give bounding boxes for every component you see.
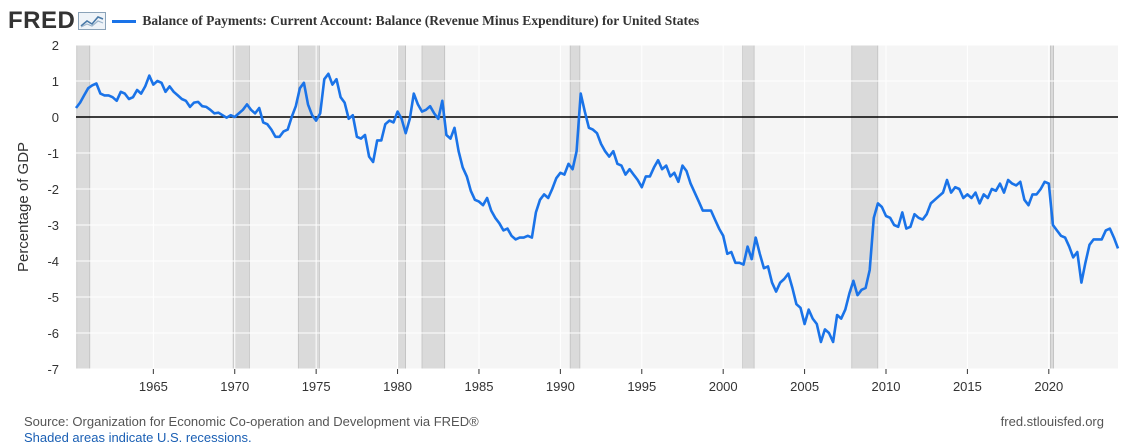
recession-band	[76, 44, 91, 370]
y-tick-label: -6	[47, 326, 59, 341]
y-tick-label: -3	[47, 218, 59, 233]
x-axis-ticks: 1965 1970 1975 1980 1985 1990 1995 2000 2005 2010…	[139, 369, 1063, 394]
y-tick-label: -2	[47, 182, 59, 197]
x-tick-label: 2015	[953, 379, 982, 394]
y-axis-label: Percentage of GDP	[15, 142, 32, 272]
recession-band	[742, 44, 755, 370]
x-tick-label: 1980	[383, 379, 412, 394]
recession-band	[851, 44, 879, 370]
y-axis-ticks: 2 1 0 -1 -2 -3 -4 -5 -6 -7	[47, 38, 59, 377]
x-tick-label: 2000	[709, 379, 738, 394]
y-tick-label: 1	[52, 74, 59, 89]
fred-chart-icon	[78, 12, 107, 30]
recession-band	[421, 44, 446, 370]
x-tick-label: 1965	[139, 379, 168, 394]
y-tick-label: -1	[47, 146, 59, 161]
legend-swatch	[112, 19, 137, 23]
x-tick-label: 1985	[465, 379, 494, 394]
recession-note-link[interactable]: Shaded areas indicate U.S. recessions.	[24, 430, 252, 445]
y-tick-label: -5	[47, 290, 59, 305]
x-tick-label: 1970	[220, 379, 249, 394]
recession-band	[569, 44, 581, 370]
series-line[interactable]	[74, 72, 1120, 344]
y-tick-label: -4	[47, 254, 59, 269]
footer-source: Source: Organization for Economic Co-ope…	[24, 414, 479, 446]
recession-band	[397, 44, 406, 370]
x-tick-label: 1995	[627, 379, 656, 394]
recession-bands	[76, 44, 1054, 370]
recession-band	[232, 44, 250, 370]
plot-background	[76, 45, 1118, 369]
y-tick-label: -7	[47, 362, 59, 377]
site-link[interactable]: fred.stlouisfed.org	[1000, 414, 1104, 429]
chart-title: Balance of Payments: Current Account: Ba…	[142, 13, 700, 28]
x-tick-label: 2020	[1034, 379, 1063, 394]
chart-header: FRED Balance of Payments: Current Accoun…	[8, 7, 699, 35]
source-text: Source: Organization for Economic Co-ope…	[24, 414, 479, 429]
y-tick-label: 0	[52, 110, 59, 125]
fred-logo[interactable]: FRED	[8, 7, 76, 34]
y-tick-label: 2	[52, 38, 59, 53]
x-tick-label: 1975	[302, 379, 331, 394]
x-tick-label: 2005	[790, 379, 819, 394]
x-tick-label: 2010	[872, 379, 901, 394]
x-tick-label: 1990	[546, 379, 575, 394]
